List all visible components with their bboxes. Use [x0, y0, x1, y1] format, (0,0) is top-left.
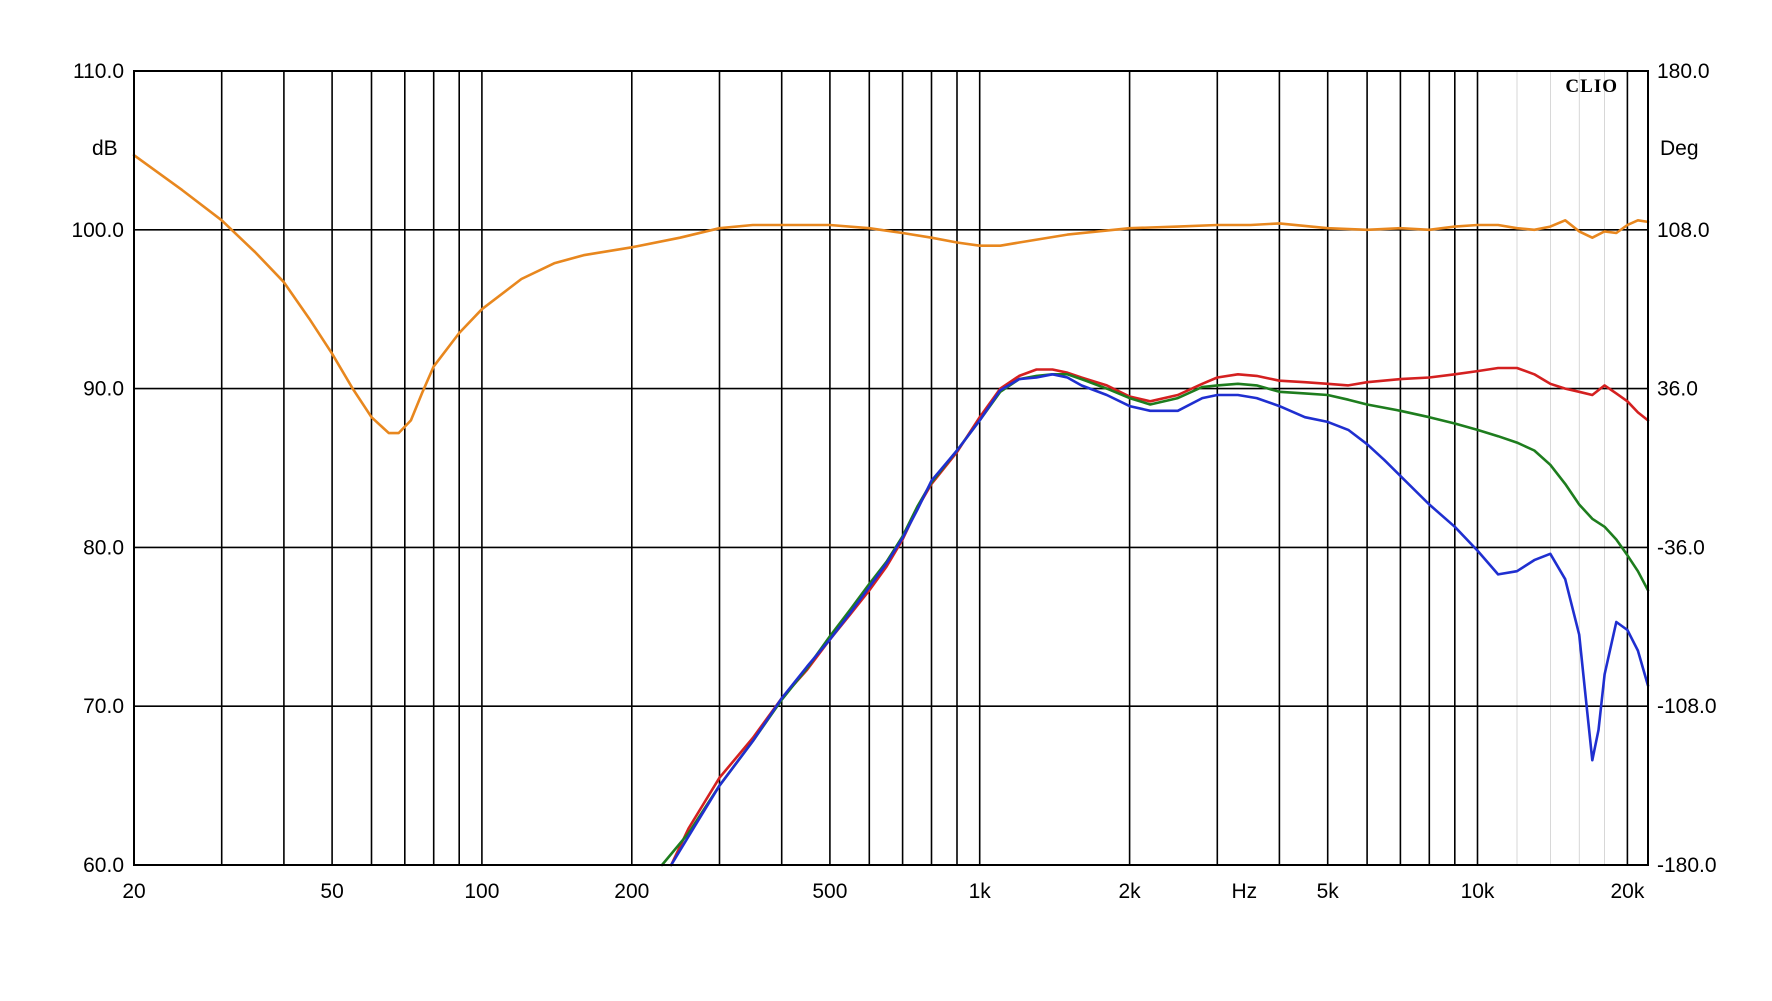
y-tick-label: 80.0 — [83, 536, 124, 559]
y2-tick-label: -180.0 — [1657, 854, 1717, 877]
y2-tick-label: -108.0 — [1657, 695, 1717, 718]
axis-tick-labels: 20 50 100 200 500 1k 2k Hz 5k 10k 20k 110.0 100.0 90.… — [71, 60, 1716, 903]
y-tick-label: 90.0 — [83, 378, 124, 401]
y-tick-label: 60.0 — [83, 854, 124, 877]
x-tick-label: 50 — [320, 880, 343, 903]
x-tick-label: 2k — [1119, 880, 1142, 903]
y2-tick-label: -36.0 — [1657, 536, 1705, 559]
x-tick-label: 10k — [1461, 880, 1495, 903]
x-tick-label: 1k — [969, 880, 992, 903]
y-tick-label: 110.0 — [73, 60, 124, 83]
x-tick-label: 100 — [464, 880, 499, 903]
x-tick-label: 20 — [122, 880, 145, 903]
x-tick-label: 200 — [614, 880, 649, 903]
x-tick-label: Hz — [1231, 880, 1257, 903]
x-tick-label: 5k — [1317, 880, 1340, 903]
x-tick-label: 500 — [812, 880, 847, 903]
series-line-4 — [669, 373, 1650, 867]
y2-axis-unit-label: Deg — [1660, 137, 1699, 160]
y-tick-label: 70.0 — [83, 695, 124, 718]
y-axis-unit-label: dB — [92, 137, 118, 160]
series-line-3 — [660, 373, 1650, 867]
y2-tick-label: 36.0 — [1657, 378, 1698, 401]
plot-frame — [133, 70, 1649, 866]
clio-brand-label: CLIO — [1565, 76, 1618, 97]
y2-tick-label: 180.0 — [1657, 60, 1710, 83]
y2-tick-label: 108.0 — [1657, 219, 1710, 242]
data-series — [132, 153, 1650, 867]
y-tick-label: 100.0 — [71, 219, 124, 242]
x-tick-label: 20k — [1610, 880, 1644, 903]
series-line-2 — [669, 366, 1650, 867]
series-line-1 — [132, 153, 1650, 435]
